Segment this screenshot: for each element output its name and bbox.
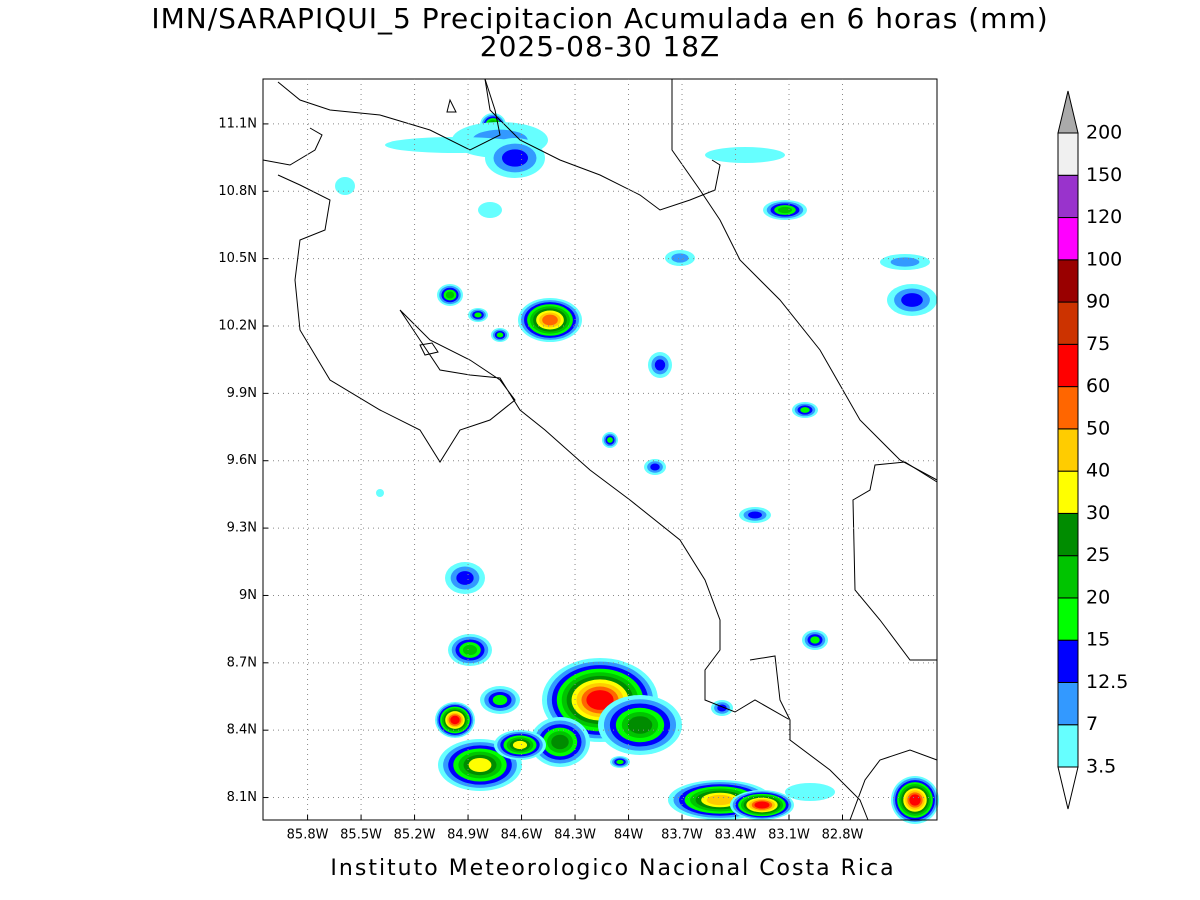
rain-area (376, 489, 384, 497)
colorbar-box (1057, 259, 1079, 303)
y-tick-label: 11.1N (218, 116, 257, 131)
map-frame (262, 78, 938, 821)
rain-area (777, 206, 793, 214)
colorbar-box (1057, 174, 1079, 219)
rain-area (890, 257, 920, 267)
colorbar-box (1057, 301, 1079, 345)
rain-area (706, 794, 734, 806)
colorbar-label: 100 (1086, 248, 1122, 270)
rain-area (810, 636, 820, 644)
colorbar-box (1057, 555, 1079, 599)
y-tick-label: 8.7N (227, 655, 257, 670)
colorbar-box (1057, 428, 1079, 472)
x-tick-label: 85.8W (287, 828, 329, 843)
rain-area (542, 314, 558, 326)
y-tick-label: 9.3N (227, 521, 257, 536)
colorbar-box (1057, 681, 1079, 726)
x-tick-label: 85.5W (340, 828, 382, 843)
rain-area (654, 359, 666, 371)
x-tick-label: 84W (614, 828, 644, 843)
colorbar-box (1057, 132, 1079, 176)
colorbar-label: 120 (1086, 206, 1122, 228)
y-tick-label: 9N (239, 588, 257, 603)
colorbar-box (1057, 639, 1079, 683)
precipitation-field (335, 113, 939, 824)
colorbar-label: 60 (1086, 375, 1110, 397)
colorbar-label: 50 (1086, 417, 1110, 439)
rain-area (785, 783, 835, 801)
rain-area (462, 644, 478, 656)
rain-area (586, 690, 614, 710)
rain-area (512, 740, 528, 750)
x-tick-label: 85.2W (394, 828, 436, 843)
x-tick-label: 83.1W (768, 828, 810, 843)
rain-area (492, 694, 508, 706)
y-tick-label: 8.4N (227, 723, 257, 738)
colorbar-label: 15 (1086, 629, 1110, 651)
y-tick-label: 10.8N (218, 184, 257, 199)
colorbar-label: 200 (1086, 122, 1122, 144)
rain-area (909, 794, 921, 806)
colorbar-box (1057, 512, 1079, 557)
colorbar-label: 7 (1086, 713, 1098, 735)
rain-area (445, 291, 455, 299)
x-tick-label: 82.8W (822, 828, 864, 843)
rain-area (800, 407, 810, 413)
colorbar-box (1057, 724, 1079, 768)
colorbar-box (1057, 597, 1079, 641)
colorbar-label: 40 (1086, 460, 1110, 482)
coastlines (262, 78, 938, 821)
footer: Instituto Meteorologico Nacional Costa R… (330, 856, 895, 881)
colorbar-label: 25 (1086, 544, 1110, 566)
x-tick-label: 83.7W (661, 828, 703, 843)
rain-area (748, 511, 762, 519)
y-tick-label: 10.5N (218, 251, 257, 266)
colorbar-label: 90 (1086, 291, 1110, 313)
colorbar-label: 3.5 (1086, 756, 1116, 778)
colorbar-label: 12.5 (1086, 671, 1128, 693)
subtitle: 2025-08-30 18Z (480, 30, 720, 63)
rain-area (754, 801, 770, 809)
colorbar-label: 20 (1086, 586, 1110, 608)
rain-area (551, 734, 569, 750)
y-tick-label: 8.1N (227, 790, 257, 805)
rain-area (671, 253, 689, 263)
x-tick-label: 84.9W (447, 828, 489, 843)
y-tick-label: 10.2N (218, 319, 257, 334)
colorbar-box (1057, 217, 1079, 261)
rain-area (456, 571, 474, 585)
title: IMN/SARAPIQUI_5 Precipitacion Acumulada … (151, 2, 1048, 35)
rain-area (468, 757, 492, 773)
rain-area (335, 177, 355, 195)
y-tick-label: 9.9N (227, 386, 257, 401)
colorbar-label: 150 (1086, 164, 1122, 186)
x-tick-label: 84.6W (501, 828, 543, 843)
rain-area (901, 293, 923, 307)
x-tick-label: 84.3W (554, 828, 596, 843)
y-tick-label: 9.6N (227, 453, 257, 468)
rain-area (607, 437, 613, 443)
rain-area (478, 202, 502, 218)
colorbar-box (1057, 470, 1079, 514)
rain-area (650, 463, 660, 471)
colorbar-under (1057, 766, 1079, 810)
rain-area (616, 759, 624, 765)
rain-area (705, 147, 785, 163)
colorbar-box (1057, 343, 1079, 388)
colorbar-over (1057, 90, 1079, 134)
rain-area (502, 149, 528, 167)
colorbar-label: 30 (1086, 502, 1110, 524)
x-tick-label: 83.4W (715, 828, 757, 843)
rain-area (496, 332, 504, 338)
rain-area (627, 716, 653, 734)
rain-area (474, 312, 482, 318)
colorbar-label: 75 (1086, 333, 1110, 355)
colorbar-box (1057, 386, 1079, 430)
rain-area (450, 715, 460, 725)
